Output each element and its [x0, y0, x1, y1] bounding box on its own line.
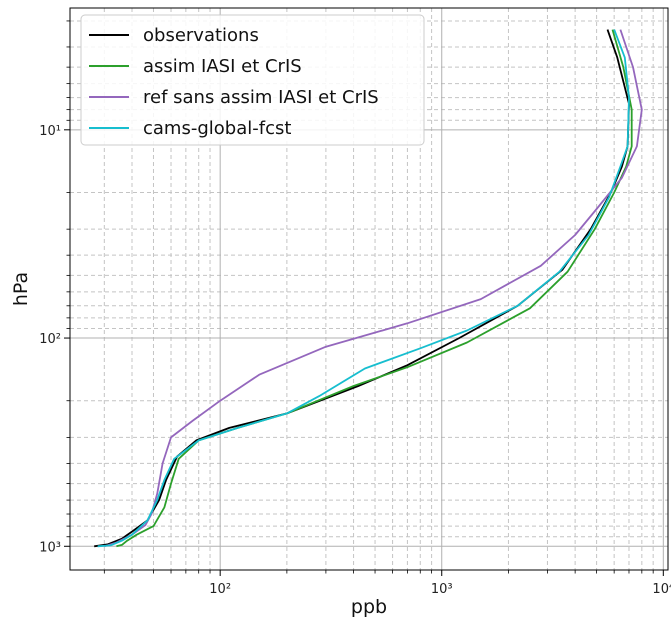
plot-frame: [69, 7, 669, 571]
legend-label-4: cams-global-fcst: [143, 118, 291, 139]
legend-label-1: observations: [143, 25, 259, 46]
axis-ticks: 10² 10³ 10⁴ 10¹ 10² 10³: [39, 20, 671, 597]
y-tick-label: 10¹: [39, 124, 61, 139]
legend: observations assim IASI et CrIS ref sans a…: [80, 14, 425, 146]
series-line-2: [116, 29, 633, 548]
series-lines: [94, 29, 643, 548]
legend-label-3: ref sans assim IASI et CrIS: [143, 87, 379, 108]
x-tick-label: 10³: [431, 582, 453, 597]
series-line-4: [97, 29, 630, 548]
y-axis-label: hPa: [10, 272, 32, 306]
legend-box: [80, 14, 425, 146]
y-tick-label: 10²: [39, 332, 61, 347]
x-tick-label: 10⁴: [652, 582, 671, 597]
legend-label-2: assim IASI et CrIS: [143, 56, 302, 77]
x-tick-label: 10²: [209, 582, 231, 597]
x-axis-label: ppb: [351, 596, 387, 618]
y-tick-label: 10³: [39, 540, 61, 555]
